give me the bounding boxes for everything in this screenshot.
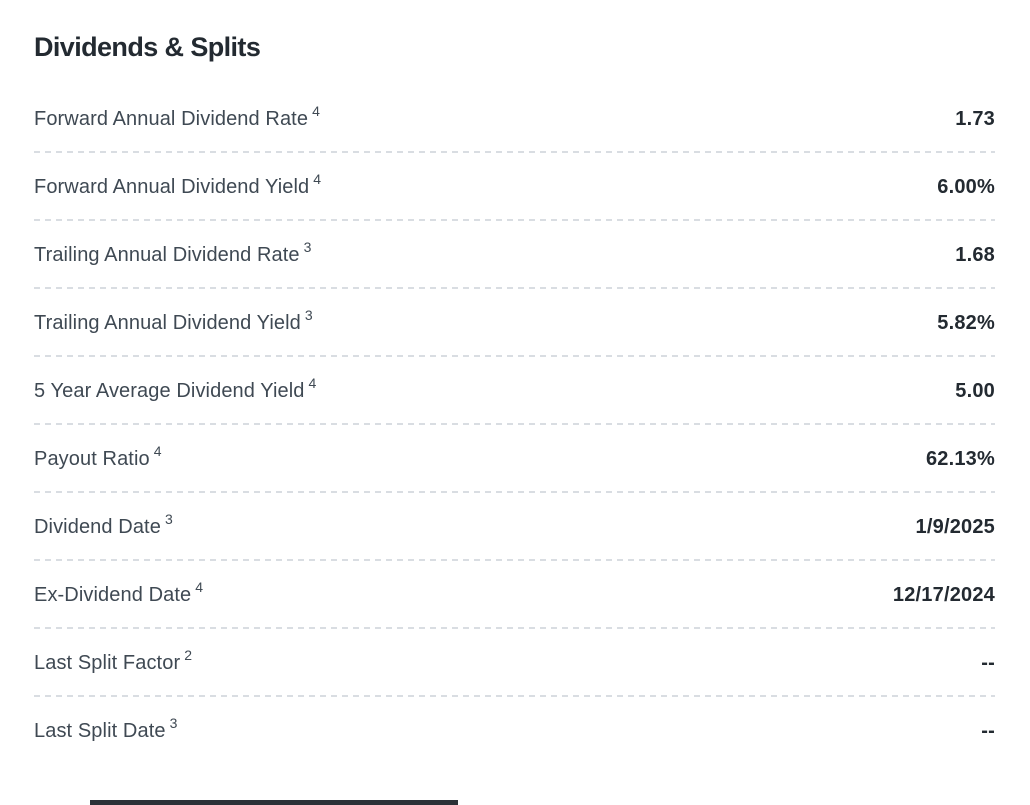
stat-value: -- — [981, 651, 995, 674]
stat-value: 1.73 — [955, 107, 995, 130]
footnote-marker: 4 — [312, 103, 320, 120]
stat-value: 5.82% — [937, 311, 995, 334]
table-row: Ex-Dividend Date 4 12/17/2024 — [34, 561, 995, 630]
table-row: Forward Annual Dividend Yield 4 6.00% — [34, 153, 995, 222]
footnote-marker: 4 — [153, 443, 162, 460]
stat-value: 1/9/2025 — [915, 515, 995, 538]
clipped-next-section-heading — [90, 800, 458, 805]
stat-value: 6.00% — [937, 175, 995, 198]
stat-label: Dividend Date 3 — [34, 512, 173, 539]
footnote-marker: 3 — [169, 715, 178, 732]
row-divider — [34, 151, 995, 154]
footnote-marker: 3 — [164, 511, 173, 528]
row-divider — [34, 627, 995, 630]
stat-label: Payout Ratio 4 — [34, 444, 162, 471]
stat-label-text: Trailing Annual Dividend Yield — [34, 311, 301, 334]
stat-value: -- — [981, 719, 995, 742]
dividends-splits-table: Forward Annual Dividend Rate 4 1.73 Forwa… — [34, 85, 995, 765]
footnote-marker: 4 — [195, 579, 204, 596]
stat-label-text: Forward Annual Dividend Yield — [34, 175, 310, 198]
stat-label-text: Payout Ratio — [34, 447, 150, 470]
stat-label: Last Split Factor 2 — [34, 648, 192, 675]
footnote-marker: 4 — [313, 171, 322, 188]
stat-label: Last Split Date 3 — [34, 716, 177, 743]
stat-label-text: Ex-Dividend Date — [34, 583, 192, 606]
table-row: Last Split Factor 2 -- — [34, 629, 995, 698]
dividends-splits-section: Dividends & Splits Forward Annual Divide… — [0, 31, 1030, 765]
row-divider — [34, 355, 995, 358]
stat-label: Trailing Annual Dividend Rate 3 — [34, 240, 312, 267]
stat-value: 5.00 — [955, 379, 995, 402]
table-row: Trailing Annual Dividend Rate 3 1.68 — [34, 221, 995, 290]
stat-label: Forward Annual Dividend Rate 4 — [34, 104, 320, 131]
stat-value: 62.13% — [925, 447, 995, 470]
table-row: Dividend Date 3 1/9/2025 — [34, 493, 995, 562]
footnote-marker: 4 — [308, 375, 317, 392]
footnote-marker: 2 — [184, 647, 193, 664]
stat-label-text: Forward Annual Dividend Rate — [34, 107, 309, 130]
row-divider — [34, 287, 995, 290]
stat-label-text: 5 Year Average Dividend Yield — [34, 379, 305, 402]
stat-label-text: Dividend Date — [34, 515, 161, 538]
table-row: Payout Ratio 4 62.13% — [34, 425, 995, 494]
table-row: Trailing Annual Dividend Yield 3 5.82% — [34, 289, 995, 358]
stat-label-text: Last Split Factor — [34, 651, 181, 674]
stat-label: Trailing Annual Dividend Yield 3 — [34, 308, 313, 335]
row-divider — [34, 219, 995, 222]
stat-value: 12/17/2024 — [892, 583, 995, 606]
row-divider — [34, 423, 995, 426]
footnote-marker: 3 — [304, 307, 313, 324]
table-row: Last Split Date 3 -- — [34, 697, 995, 765]
row-divider — [34, 695, 995, 698]
stat-label-text: Trailing Annual Dividend Rate — [34, 243, 300, 266]
stat-label: Ex-Dividend Date 4 — [34, 580, 203, 607]
stat-value: 1.68 — [955, 243, 995, 266]
table-row: 5 Year Average Dividend Yield 4 5.00 — [34, 357, 995, 426]
table-row: Forward Annual Dividend Rate 4 1.73 — [34, 85, 995, 154]
section-title: Dividends & Splits — [34, 32, 261, 62]
stat-label-text: Last Split Date — [34, 719, 166, 742]
stat-label: 5 Year Average Dividend Yield 4 — [34, 376, 316, 403]
stat-label: Forward Annual Dividend Yield 4 — [34, 172, 321, 199]
footnote-marker: 3 — [303, 239, 312, 256]
row-divider — [34, 559, 995, 562]
row-divider — [34, 491, 995, 494]
